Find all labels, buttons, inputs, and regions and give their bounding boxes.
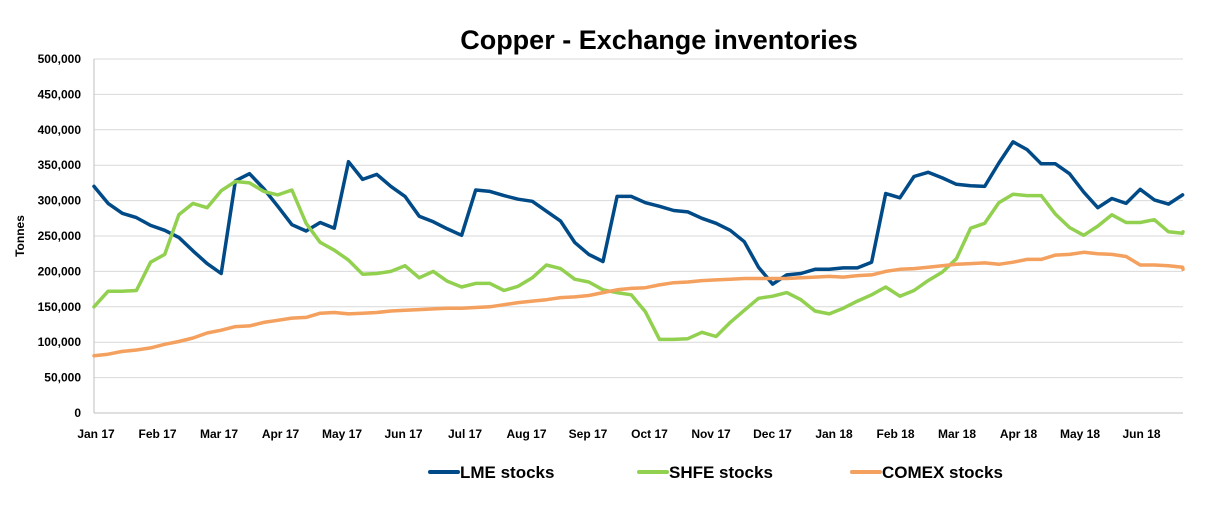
x-tick-label: May 17: [322, 427, 362, 441]
x-tick-label: Nov 17: [691, 427, 731, 441]
x-tick-label: Feb 18: [876, 427, 914, 441]
y-tick-label: 250,000: [38, 229, 82, 243]
x-tick-label: Apr 18: [1000, 427, 1038, 441]
x-tick-label: Jul 17: [448, 427, 482, 441]
y-tick-label: 150,000: [38, 300, 82, 314]
y-tick-label: 350,000: [38, 158, 82, 172]
legend: LME stocks SHFE stocks COMEX stocks: [428, 463, 1003, 482]
x-tick-label: Sep 17: [569, 427, 608, 441]
x-tick-label: Jun 18: [1122, 427, 1160, 441]
x-tick-label: Mar 18: [938, 427, 976, 441]
series-line-lme-stocks: [92, 140, 1185, 286]
y-tick-label: 400,000: [38, 123, 82, 137]
y-tick-label: 0: [74, 406, 81, 420]
y-tick-label: 450,000: [38, 87, 82, 101]
x-axis-ticks: Jan 17 Feb 17 Mar 17 Apr 17 May 17 Jun 17 Jul …: [77, 427, 1161, 441]
legend-label: SHFE stocks: [669, 463, 773, 482]
legend-label: LME stocks: [460, 463, 554, 482]
x-tick-label: Oct 17: [631, 427, 668, 441]
chart-title: Copper - Exchange inventories: [460, 25, 858, 55]
x-tick-label: Jan 18: [815, 427, 853, 441]
y-tick-label: 300,000: [38, 194, 82, 208]
y-tick-label: 50,000: [44, 371, 81, 385]
x-tick-label: Jun 17: [384, 427, 422, 441]
x-tick-label: Mar 17: [200, 427, 238, 441]
x-tick-label: Apr 17: [262, 427, 300, 441]
x-tick-label: Jan 17: [77, 427, 115, 441]
y-axis-ticks: 0 50,000 100,000 150,000 200,000 250,000 300,0…: [38, 52, 82, 420]
x-tick-label: May 18: [1060, 427, 1100, 441]
series-lines: [92, 140, 1185, 358]
x-tick-label: Feb 17: [138, 427, 176, 441]
y-tick-label: 200,000: [38, 264, 82, 278]
x-tick-label: Aug 17: [506, 427, 546, 441]
gridlines: [93, 58, 1183, 414]
legend-label: COMEX stocks: [882, 463, 1003, 482]
y-tick-label: 500,000: [38, 52, 82, 66]
x-tick-label: Dec 17: [753, 427, 792, 441]
y-tick-label: 100,000: [38, 335, 82, 349]
series-line-comex-stocks: [92, 250, 1185, 358]
series-line-shfe-stocks: [92, 179, 1185, 342]
y-axis-title: Tonnes: [13, 215, 27, 257]
